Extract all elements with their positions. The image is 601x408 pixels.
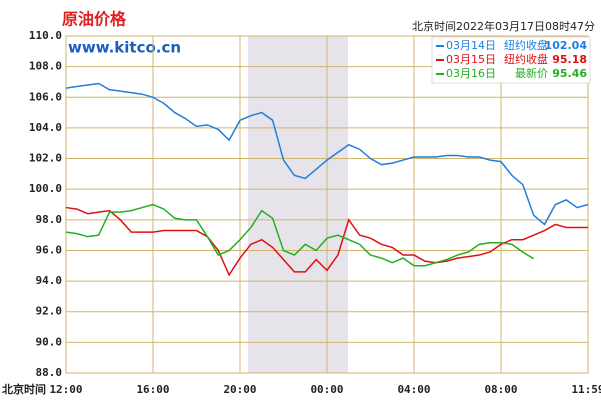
x-tick-label: 11:59: [571, 383, 601, 396]
legend-label: 纽约收盘: [504, 38, 548, 52]
closed-market-band: [248, 36, 348, 373]
series-line: [65, 206, 588, 277]
series-line: [65, 203, 535, 267]
y-tick-label: 104.0: [29, 121, 62, 134]
chart-title: 原油价格: [62, 10, 127, 29]
y-tick-label: 110.0: [29, 29, 62, 42]
y-tick-label: 106.0: [29, 90, 62, 103]
legend-box: [431, 36, 591, 84]
y-tick-label: 92.0: [36, 305, 63, 318]
y-tick-label: 100.0: [29, 182, 62, 195]
y-tick-label: 94.0: [36, 274, 63, 287]
timestamp: 北京时间2022年03月17日08时47分: [412, 19, 595, 33]
legend-label: 最新价: [515, 66, 548, 80]
legend-value: 102.04: [545, 39, 588, 52]
legend-name: 03月14日: [446, 39, 496, 52]
x-tick-label: 08:00: [484, 383, 517, 396]
x-tick-label: 12:00: [49, 383, 82, 396]
legend-label: 纽约收盘: [504, 52, 548, 66]
x-tick-label: 00:00: [310, 383, 343, 396]
legend-value: 95.46: [552, 67, 587, 80]
x-tick-label: 20:00: [223, 383, 256, 396]
x-axis-label: 北京时间: [2, 382, 46, 396]
x-tick-label: 16:00: [136, 383, 169, 396]
y-tick-label: 102.0: [29, 152, 62, 165]
y-tick-label: 90.0: [36, 335, 63, 348]
y-tick-label: 96.0: [36, 243, 63, 256]
legend-value: 95.18: [552, 53, 587, 66]
x-tick-label: 04:00: [397, 383, 430, 396]
series-line: [65, 82, 589, 226]
y-tick-label: 98.0: [36, 213, 63, 226]
y-tick-label: 108.0: [29, 60, 62, 73]
y-tick-label: 88.0: [36, 366, 63, 379]
legend-name: 03月16日: [446, 67, 496, 80]
legend-name: 03月15日: [446, 53, 496, 66]
source: www.kitco.cn: [68, 39, 181, 57]
